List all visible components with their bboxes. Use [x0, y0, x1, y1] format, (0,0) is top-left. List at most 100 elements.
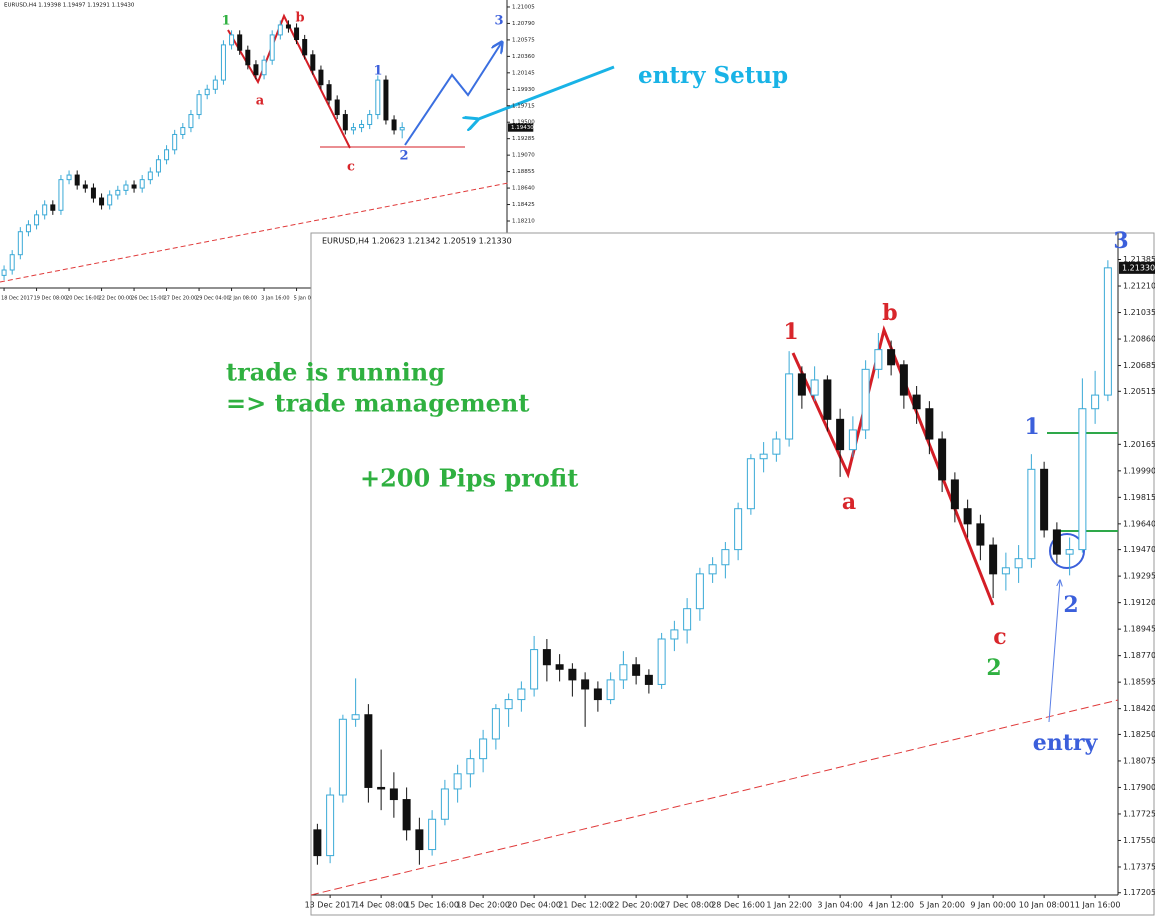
candle-body-up: [25, 224, 31, 233]
x-tick-label: 19 Dec 08:00: [34, 296, 68, 302]
x-tick-label: 22 Dec 20:00: [609, 901, 663, 910]
candle-body-up: [657, 638, 666, 685]
candle-body-down: [389, 788, 398, 801]
candle-body-down: [938, 438, 947, 481]
candle-body-down: [797, 373, 806, 396]
candle-body-up: [107, 194, 113, 206]
candle-body-down: [99, 197, 105, 206]
panel-background: [310, 232, 1155, 916]
wave-label: 3: [1113, 228, 1128, 254]
candle-body-up: [1, 269, 7, 276]
x-tick-label: 10 Jan 08:00: [1019, 901, 1070, 910]
y-tick-label: 1.20515: [1123, 387, 1155, 396]
x-tick-label: 28 Dec 16:00: [711, 901, 765, 910]
candle-body-up: [1014, 558, 1023, 569]
x-tick-label: 22 Dec 00:00: [99, 296, 133, 302]
y-tick-label: 1.19640: [1123, 519, 1155, 528]
candle-body-down: [823, 379, 832, 420]
candle-body-up: [326, 794, 335, 857]
last-price-label: 1.19430: [511, 125, 534, 131]
candle-body-down: [1052, 529, 1061, 555]
candle-body-up: [479, 738, 488, 760]
candle-body-up: [17, 231, 23, 256]
candle-body-up: [220, 44, 226, 81]
candle-body-up: [350, 127, 356, 131]
candle-body-up: [504, 699, 513, 710]
y-tick-label: 1.18945: [1123, 625, 1155, 634]
wave-label: 1: [373, 64, 382, 79]
candle-body-down: [342, 114, 348, 131]
y-tick-label: 1.19295: [1123, 572, 1155, 581]
y-tick-label: 1.20145: [512, 70, 535, 76]
entry-arrow: [1048, 580, 1060, 723]
x-tick-label: 18 Dec 2017: [1, 296, 33, 302]
candle-body-up: [139, 179, 145, 189]
chart-header: EURUSD,H4 1.20623 1.21342 1.20519 1.2133…: [322, 237, 512, 246]
candle-body-up: [695, 573, 704, 610]
x-tick-label: 1 Jan 22:00: [766, 901, 812, 910]
candle-body-up: [759, 453, 768, 460]
candle-body-up: [734, 508, 743, 551]
candle-body-up: [810, 379, 819, 396]
candle-body-down: [568, 668, 577, 681]
candle-body-down: [402, 799, 411, 831]
candle-body-up: [861, 368, 870, 431]
candle-body-up: [34, 214, 40, 226]
y-tick-label: 1.20360: [512, 54, 535, 60]
candle-body-up: [1078, 408, 1087, 551]
y-tick-label: 1.20575: [512, 37, 535, 43]
x-tick-label: 2 Jan 08:00: [229, 296, 257, 302]
candle-body-down: [285, 24, 291, 29]
candle-body-down: [632, 664, 641, 676]
candle-body-down: [391, 119, 397, 131]
y-tick-label: 1.20860: [1123, 335, 1155, 344]
y-tick-label: 1.21035: [1123, 308, 1155, 317]
candle-body-down: [912, 394, 921, 410]
candle-body-up: [721, 549, 730, 566]
candle-body-down: [310, 54, 316, 71]
candle-body-up: [58, 179, 64, 211]
wave-label: 1: [221, 14, 230, 29]
candle-body-down: [989, 544, 998, 575]
y-tick-label: 1.17725: [1123, 809, 1155, 818]
candle-body-up: [277, 24, 283, 36]
last-price-box: [508, 123, 534, 132]
x-tick-label: 3 Jan 16:00: [261, 296, 289, 302]
chart-panel: 1.21005 1.20790 1.20575 1.20360 1.20145 1.199…: [0, 0, 788, 302]
x-tick-label: 29 Dec 04:00: [196, 296, 230, 302]
candle-body-up: [261, 59, 267, 76]
candle-body-up: [530, 649, 539, 690]
y-tick-label: 1.20165: [1123, 440, 1155, 449]
wave-label: b: [882, 300, 897, 326]
candle-body-up: [785, 373, 794, 440]
candle-body-down: [245, 49, 251, 66]
candle-body-down: [899, 364, 908, 396]
candle-body-up: [338, 718, 347, 796]
candle-body-up: [428, 818, 437, 851]
candle-body-up: [351, 714, 360, 720]
candle-body-down: [976, 523, 985, 546]
candle-body-up: [196, 94, 202, 116]
candle-body-up: [1065, 549, 1074, 555]
annotation-note: entry Setup: [638, 62, 788, 89]
candle-body-down: [581, 679, 590, 690]
annotation-note: => trade management: [226, 389, 529, 418]
chart-header: EURUSD,H4 1.19398 1.19497 1.19291 1.1943…: [4, 3, 135, 9]
y-tick-label: 1.19715: [512, 103, 535, 109]
candle-body-down: [318, 69, 324, 86]
candle-body-up: [1091, 394, 1100, 410]
y-tick-label: 1.18250: [1123, 730, 1155, 739]
x-tick-label: 9 Jan 00:00: [970, 901, 1016, 910]
x-tick-label: 3 Jan 04:00: [817, 901, 863, 910]
candle-body-down: [1040, 468, 1049, 531]
y-tick-label: 1.18210: [512, 218, 535, 224]
candle-body-up: [367, 114, 373, 126]
candle-body-up: [66, 174, 72, 181]
candle-body-down: [963, 508, 972, 525]
wave-label: c: [347, 160, 355, 175]
candle-body-down: [90, 187, 96, 199]
x-tick-label: 18 Dec 20:00: [456, 901, 510, 910]
candle-body-up: [466, 758, 475, 775]
